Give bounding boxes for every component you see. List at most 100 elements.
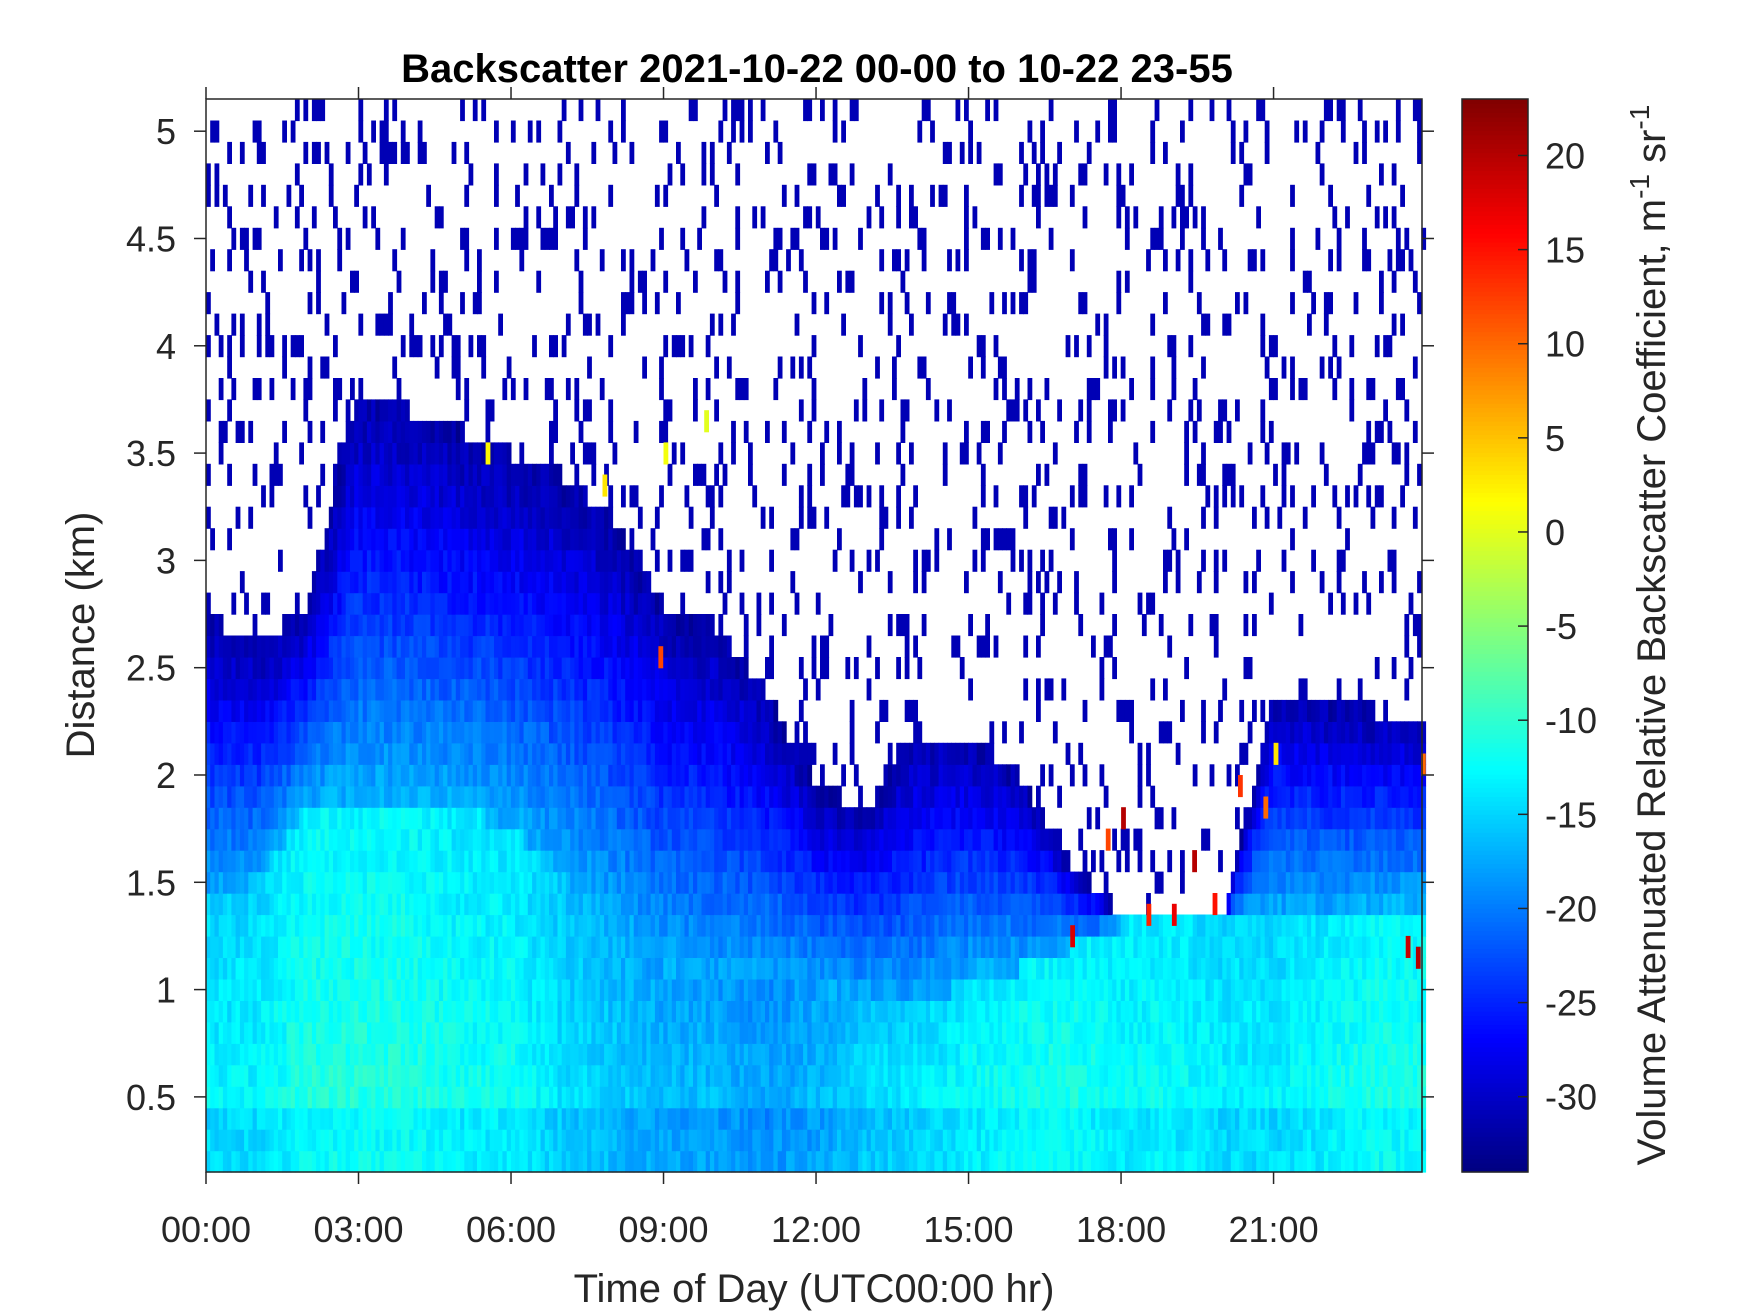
heatmap-cell xyxy=(379,420,385,443)
heatmap-cell xyxy=(256,893,262,916)
heatmap-cell xyxy=(451,1107,457,1130)
heatmap-cell xyxy=(468,1129,474,1152)
heatmap-cell xyxy=(366,935,372,958)
heatmap-cell xyxy=(460,850,465,873)
heatmap-cell xyxy=(849,807,855,830)
heatmap-cell xyxy=(324,678,330,701)
heatmap-cell xyxy=(294,699,300,722)
heatmap-cell xyxy=(502,957,508,980)
heatmap-cell xyxy=(468,850,474,873)
heatmap-cell xyxy=(748,442,753,465)
heatmap-cell xyxy=(248,742,254,765)
heatmap-cell xyxy=(489,506,495,529)
heatmap-cell xyxy=(477,871,482,894)
heatmap-cell xyxy=(227,1086,232,1109)
heatmap-cell xyxy=(714,356,719,379)
heatmap-cell xyxy=(426,420,431,443)
heatmap-cell xyxy=(735,1129,741,1152)
heatmap-cell xyxy=(629,678,635,701)
heatmap-cell xyxy=(621,978,626,1001)
heatmap-cell xyxy=(862,871,868,894)
heatmap-cell xyxy=(345,506,351,529)
heatmap-cell xyxy=(519,699,525,722)
heatmap-cell xyxy=(726,635,732,658)
heatmap-cell xyxy=(328,571,334,594)
heatmap-cell xyxy=(735,292,741,315)
heatmap-cell xyxy=(837,184,842,207)
heatmap-cell xyxy=(278,957,283,980)
heatmap-cell xyxy=(756,935,762,958)
heatmap-cell xyxy=(731,1107,736,1130)
heatmap-cell xyxy=(654,850,660,873)
heatmap-cell xyxy=(523,828,529,851)
heatmap-cell xyxy=(536,1043,542,1066)
heatmap-cell xyxy=(256,1021,262,1044)
heatmap-cell xyxy=(561,506,567,529)
heatmap-cell xyxy=(752,978,758,1001)
heatmap-cell xyxy=(633,935,639,958)
heatmap-cell xyxy=(510,1129,516,1152)
heatmap-cell xyxy=(362,699,368,722)
heatmap-cell xyxy=(477,828,482,851)
heatmap-cell xyxy=(629,978,635,1001)
heatmap-cell xyxy=(807,764,813,787)
heatmap-cell xyxy=(256,978,262,1001)
heatmap-cell xyxy=(739,1043,745,1066)
heatmap-cell xyxy=(663,678,669,701)
heatmap-cell xyxy=(261,592,266,615)
heatmap-cell xyxy=(422,485,427,508)
heatmap-cell xyxy=(455,635,461,658)
heatmap-cell xyxy=(688,914,694,937)
heatmap-cell xyxy=(320,1000,326,1023)
heatmap-cell xyxy=(714,657,719,680)
heatmap-cell xyxy=(472,1000,478,1023)
heatmap-cell xyxy=(523,1021,529,1044)
heatmap-cell xyxy=(790,1064,796,1087)
heatmap-cell xyxy=(311,678,317,701)
heatmap-cell xyxy=(337,828,343,851)
heatmap-cell xyxy=(629,249,635,272)
heatmap-cell xyxy=(527,893,533,916)
heatmap-cell xyxy=(379,914,385,937)
heatmap-cell xyxy=(426,764,431,787)
heatmap-cell xyxy=(409,1064,415,1087)
heatmap-cell xyxy=(451,614,457,637)
heatmap-cell xyxy=(621,1000,626,1023)
heatmap-cell xyxy=(701,678,707,701)
heatmap-cell xyxy=(663,270,669,293)
heatmap-cell xyxy=(769,978,774,1001)
heatmap-cell xyxy=(549,420,554,443)
heatmap-cell xyxy=(261,828,266,851)
heatmap-cell xyxy=(371,528,376,551)
heatmap-cell xyxy=(726,678,732,701)
heatmap-cell xyxy=(350,378,355,401)
heatmap-cell xyxy=(646,893,652,916)
heatmap-cell xyxy=(392,1064,398,1087)
heatmap-cell xyxy=(214,657,220,680)
heatmap-cell xyxy=(286,721,292,744)
heatmap-cell xyxy=(794,528,800,551)
heatmap-cell xyxy=(722,957,728,980)
heatmap-cell xyxy=(405,807,410,830)
heatmap-cell xyxy=(498,828,503,851)
heatmap-cell xyxy=(765,935,770,958)
heatmap-cell xyxy=(565,614,571,637)
heatmap-cell xyxy=(278,1043,283,1066)
heatmap-cell xyxy=(294,1086,300,1109)
heatmap-cell xyxy=(273,871,279,894)
heatmap-cell xyxy=(549,914,554,937)
heatmap-cell xyxy=(438,893,444,916)
heatmap-cell xyxy=(252,463,258,486)
heatmap-cell xyxy=(777,850,783,873)
heatmap-cell xyxy=(502,785,508,808)
heatmap-cell xyxy=(455,549,461,572)
heatmap-cell xyxy=(773,699,779,722)
heatmap-cell xyxy=(489,635,495,658)
heatmap-cell xyxy=(523,1107,529,1130)
heatmap-cell xyxy=(235,657,241,680)
heatmap-cell xyxy=(278,1086,283,1109)
heatmap-cell xyxy=(328,1129,334,1152)
heatmap-cell xyxy=(413,1064,419,1087)
heatmap-cell xyxy=(739,871,745,894)
heatmap-cell xyxy=(845,957,851,980)
